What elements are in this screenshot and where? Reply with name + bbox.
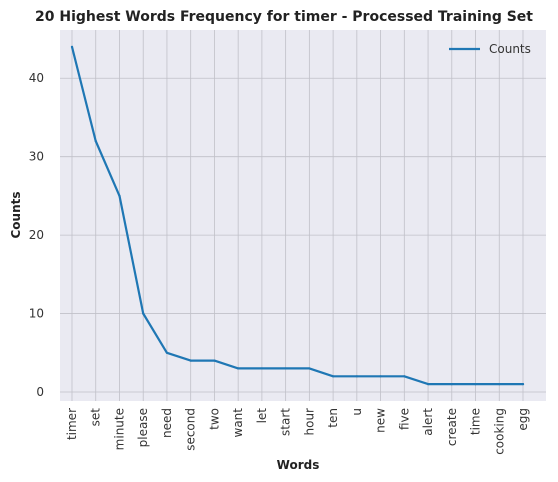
data-point	[94, 139, 97, 143]
data-point	[213, 359, 216, 362]
x-tick-label: set	[89, 408, 103, 427]
x-tick-label: time	[469, 408, 483, 435]
x-tick-label: let	[255, 408, 269, 424]
data-point	[498, 383, 501, 386]
data-point	[355, 375, 358, 378]
plot-area	[60, 30, 546, 401]
x-tick-label: u	[350, 408, 364, 416]
legend: Counts	[449, 42, 531, 56]
x-tick-label: cooking	[492, 408, 506, 455]
x-tick-label: ten	[326, 408, 340, 428]
x-tick-label: egg	[516, 408, 530, 431]
y-tick-label: 20	[29, 228, 44, 242]
y-tick-label: 40	[29, 71, 44, 85]
x-tick-label: five	[397, 408, 411, 430]
data-point	[474, 383, 477, 386]
data-point	[403, 375, 406, 378]
data-point	[426, 383, 430, 386]
x-tick-label: new	[374, 408, 388, 433]
x-tick-label: alert	[421, 408, 435, 436]
data-point	[260, 367, 263, 370]
x-tick-label: need	[160, 408, 174, 438]
data-point	[284, 367, 287, 370]
data-point	[118, 194, 121, 197]
x-tick-label: want	[231, 408, 245, 438]
data-point	[450, 383, 453, 386]
series-line-counts	[70, 45, 525, 386]
data-point	[189, 359, 192, 362]
data-point	[142, 312, 145, 315]
x-axis-ticks: timer set minute please need second two want let…	[65, 408, 530, 455]
series-group	[70, 45, 525, 386]
chart-title: 20 Highest Words Frequency for timer - P…	[35, 9, 533, 25]
x-tick-label: timer	[65, 408, 79, 440]
grid	[60, 30, 546, 401]
y-tick-label: 30	[29, 150, 44, 164]
y-axis-label: Counts	[9, 191, 23, 238]
y-tick-label: 0	[36, 385, 44, 399]
x-tick-label: minute	[112, 408, 126, 450]
data-point	[379, 375, 382, 378]
x-tick-label: hour	[302, 408, 316, 436]
x-tick-label: two	[207, 408, 221, 430]
y-tick-label: 10	[29, 307, 44, 321]
x-tick-label: create	[445, 408, 459, 446]
y-axis-ticks: 0 10 20 30 40	[29, 71, 44, 399]
data-point	[165, 351, 169, 354]
x-tick-label: start	[279, 408, 293, 436]
x-axis-label: Words	[277, 458, 320, 472]
data-point	[521, 383, 525, 386]
data-point	[237, 367, 240, 370]
data-point	[70, 45, 74, 48]
legend-label: Counts	[489, 42, 531, 56]
data-point	[332, 375, 335, 378]
x-tick-label: please	[136, 408, 150, 447]
x-tick-label: second	[184, 408, 198, 451]
data-point	[308, 367, 311, 370]
